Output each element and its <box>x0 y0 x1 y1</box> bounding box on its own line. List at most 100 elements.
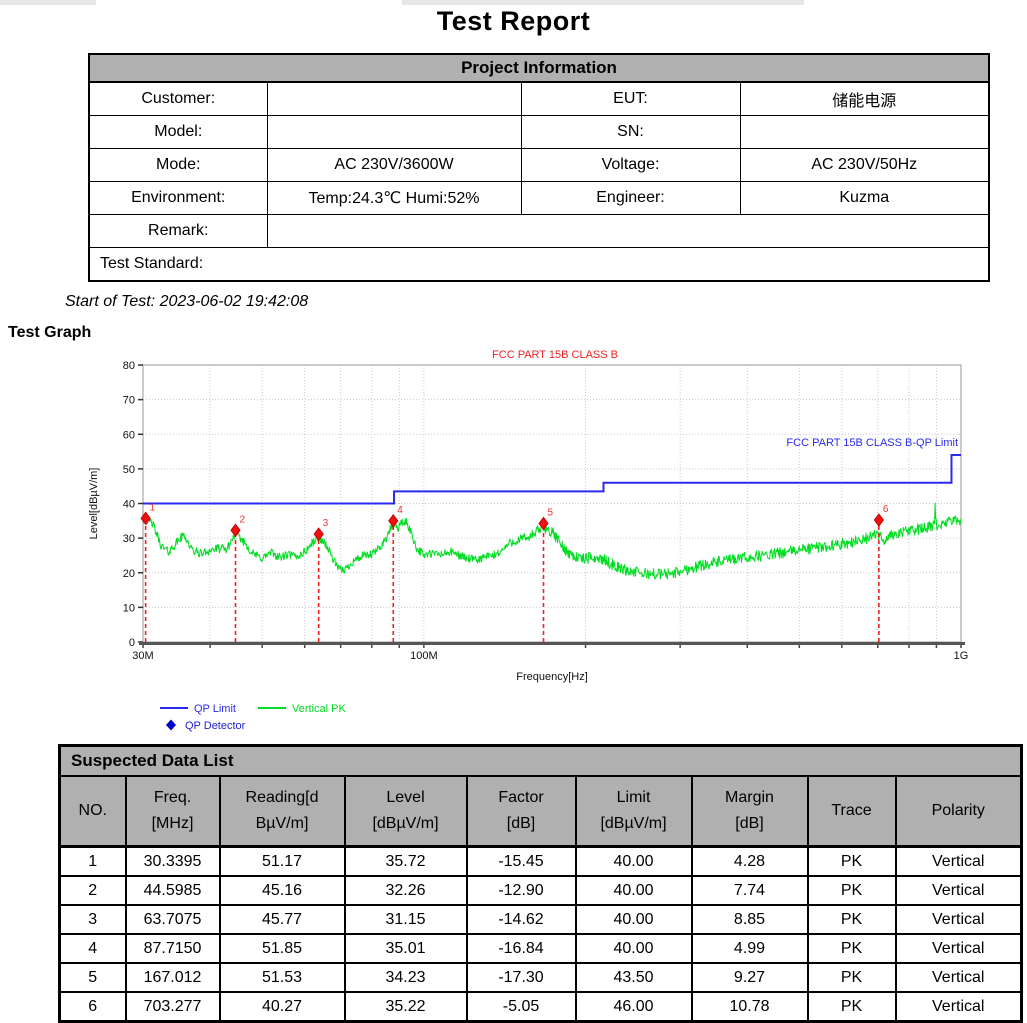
table-cell: Vertical <box>894 875 1023 906</box>
column-header: NO. <box>58 775 127 848</box>
table-cell: -16.84 <box>465 933 577 964</box>
field-label-eut: EUT: <box>520 81 741 116</box>
y-axis-tick-label: 50 <box>123 464 135 476</box>
field-label-remark: Remark: <box>88 214 268 248</box>
field-label-engineer: Engineer: <box>520 181 741 215</box>
table-cell: 167.012 <box>124 962 221 993</box>
table-cell: 30.3395 <box>124 845 221 877</box>
table-cell: 43.50 <box>574 962 693 993</box>
table-cell: 8.85 <box>690 904 809 935</box>
table-cell: PK <box>806 962 897 993</box>
column-header: Trace <box>806 775 897 848</box>
marker-diamond-icon <box>313 527 324 541</box>
column-header: Limit [dBµV/m] <box>574 775 693 848</box>
marker-diamond-icon <box>388 513 399 528</box>
field-value-environment: Temp:24.3℃ Humi:52% <box>266 181 522 215</box>
table-cell: PK <box>806 904 897 935</box>
y-axis-tick-label: 10 <box>123 602 135 614</box>
suspected-data-table: Suspected Data List NO. Freq. [MHz] Reading[… <box>58 744 1023 1023</box>
column-header: Factor [dB] <box>465 775 577 848</box>
qp-limit-line <box>143 454 961 505</box>
table-cell: 46.00 <box>574 991 693 1023</box>
table-cell: PK <box>806 875 897 906</box>
field-label-environment: Environment: <box>88 181 268 215</box>
table-row: 4 87.7150 51.85 35.01 -16.84 40.00 4.99 PK Verti… <box>58 933 1023 964</box>
table-cell: 6 <box>58 991 127 1023</box>
table-cell: 4.99 <box>690 933 809 964</box>
table-cell: Vertical <box>894 991 1023 1023</box>
table-cell: 34.23 <box>343 962 468 993</box>
table-cell: 40.00 <box>574 845 693 877</box>
page-edge-artifact <box>0 0 1027 5</box>
table-cell: Vertical <box>894 962 1023 993</box>
marker-number: 4 <box>397 505 403 516</box>
project-info-header: Project Information <box>88 53 990 83</box>
field-label-voltage: Voltage: <box>520 148 741 182</box>
legend-label: QP Limit <box>194 703 236 715</box>
table-cell: 40.00 <box>574 904 693 935</box>
column-header: Margin [dB] <box>690 775 809 848</box>
marker-number: 5 <box>548 507 554 518</box>
table-cell: 51.17 <box>218 845 346 877</box>
table-cell: 35.01 <box>343 933 468 964</box>
y-axis-tick-label: 70 <box>123 395 135 407</box>
table-cell: 87.7150 <box>124 933 221 964</box>
y-axis-tick-label: 80 <box>123 360 135 372</box>
legend-label: QP Detector <box>185 720 246 732</box>
table-cell: 51.85 <box>218 933 346 964</box>
table-cell: 35.22 <box>343 991 468 1023</box>
column-header: Freq. [MHz] <box>124 775 221 848</box>
x-axis-tick-label: 1G <box>954 650 969 662</box>
table-cell: 703.277 <box>124 991 221 1023</box>
table-cell: Vertical <box>894 933 1023 964</box>
table-cell: 40.00 <box>574 875 693 906</box>
y-axis-title: Level[dBµV/m] <box>88 468 100 540</box>
qp-limit-label: FCC PART 15B CLASS B-QP Limit <box>786 437 958 449</box>
field-value-mode: AC 230V/3600W <box>266 148 522 182</box>
table-row: 1 30.3395 51.17 35.72 -15.45 40.00 4.28 PK Verti… <box>58 845 1023 877</box>
table-cell: 2 <box>58 875 127 906</box>
table-cell: 7.74 <box>690 875 809 906</box>
marker-diamond-icon <box>538 516 549 531</box>
table-row: 6 703.277 40.27 35.22 -5.05 46.00 10.78 PK Verti… <box>58 991 1023 1023</box>
column-header: Reading[d BµV/m] <box>218 775 346 848</box>
table-cell: PK <box>806 933 897 964</box>
start-of-test: Start of Test: 2023-06-02 19:42:08 <box>65 293 309 310</box>
suspected-list-header: Suspected Data List <box>58 744 1023 777</box>
table-row: 5 167.012 51.53 34.23 -17.30 43.50 9.27 PK Verti… <box>58 962 1023 993</box>
column-header: Polarity <box>894 775 1023 848</box>
y-axis-tick-label: 40 <box>123 499 135 511</box>
y-axis-tick-label: 0 <box>129 637 135 649</box>
field-label-model: Model: <box>88 115 268 149</box>
marker-number: 1 <box>150 502 156 513</box>
x-axis-title: Frequency[Hz] <box>516 671 588 683</box>
legend-label: Vertical PK <box>292 703 346 715</box>
field-label-test-standard: Test Standard: <box>88 247 990 282</box>
marker-number: 2 <box>239 514 245 525</box>
marker-number: 3 <box>323 518 329 529</box>
page-title: Test Report <box>436 6 591 36</box>
marker-number: 6 <box>883 504 889 515</box>
table-cell: -17.30 <box>465 962 577 993</box>
marker-diamond-icon <box>140 511 151 526</box>
field-label-customer: Customer: <box>88 81 268 116</box>
table-cell: 40.27 <box>218 991 346 1023</box>
table-cell: 63.7075 <box>124 904 221 935</box>
table-cell: Vertical <box>894 904 1023 935</box>
page-edge-white-segment <box>804 0 1027 5</box>
project-info-table: Project Information Customer: EUT: 储能电源 … <box>88 53 991 282</box>
table-cell: 4 <box>58 933 127 964</box>
field-value-customer <box>266 81 522 116</box>
field-value-model <box>266 115 522 149</box>
table-cell: -14.62 <box>465 904 577 935</box>
table-cell: 10.78 <box>690 991 809 1023</box>
field-value-eut: 储能电源 <box>739 81 990 116</box>
y-axis-tick-label: 20 <box>123 568 135 580</box>
y-axis-tick-label: 30 <box>123 533 135 545</box>
table-cell: 44.5985 <box>124 875 221 906</box>
marker-diamond-icon <box>873 513 885 527</box>
table-cell: 45.16 <box>218 875 346 906</box>
table-cell: 4.28 <box>690 845 809 877</box>
field-label-mode: Mode: <box>88 148 268 182</box>
field-label-sn: SN: <box>520 115 741 149</box>
